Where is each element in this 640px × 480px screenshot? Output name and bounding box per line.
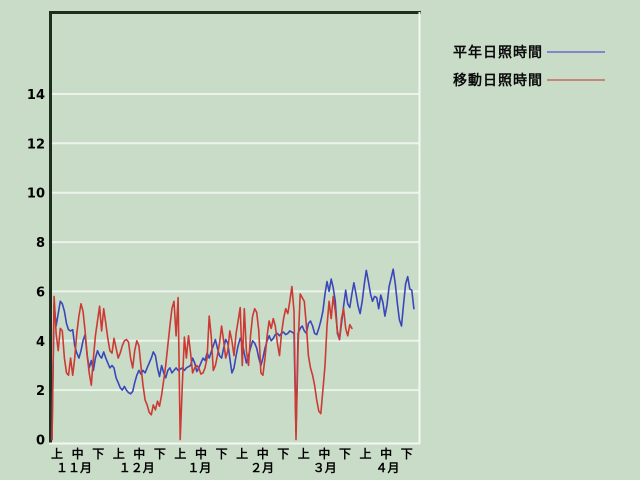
legend-line-normal-sample (547, 50, 605, 53)
x-period-label: 下 (339, 447, 351, 461)
series-line-moving (51, 285, 353, 441)
y-tick-label: 14 (27, 88, 45, 103)
y-tick-label: 0 (36, 434, 45, 449)
y-tick-label: 12 (27, 137, 45, 152)
x-period-label: 上 (359, 446, 371, 461)
legend-item-moving: 移動日照時間 (453, 66, 605, 93)
x-month-label: ４月 (375, 461, 399, 475)
x-period-label: 下 (154, 447, 166, 461)
x-period-label: 下 (92, 447, 104, 461)
series-line-normal (51, 268, 415, 441)
y-tick-label: 8 (36, 236, 45, 251)
legend-label-moving: 移動日照時間 (453, 72, 543, 89)
y-tick-label: 2 (36, 384, 45, 399)
x-period-label: 中 (72, 446, 84, 461)
x-period-label: 上 (113, 446, 125, 461)
x-period-label: 中 (133, 446, 145, 461)
x-month-label: １２月 (119, 461, 155, 475)
x-period-label: 下 (277, 447, 289, 461)
y-tick-label: 10 (27, 187, 45, 202)
x-period-label: 下 (401, 447, 413, 461)
x-period-label: 下 (216, 447, 228, 461)
legend-label-normal: 平年日照時間 (453, 44, 543, 61)
legend-item-normal: 平年日照時間 (453, 38, 605, 65)
x-period-label: 上 (51, 446, 63, 461)
x-period-label: 上 (174, 446, 186, 461)
x-period-label: 中 (380, 446, 392, 461)
x-month-label: ３月 (313, 461, 337, 475)
legend-line-moving-sample (547, 78, 605, 81)
x-period-label: 中 (195, 446, 207, 461)
legend: 平年日照時間 移動日照時間 (453, 38, 605, 93)
x-month-label: ２月 (250, 461, 274, 475)
y-tick-label: 4 (36, 335, 45, 350)
x-period-label: 中 (257, 446, 269, 461)
x-period-label: 中 (318, 446, 330, 461)
y-tick-label: 6 (36, 285, 45, 300)
x-period-label: 上 (236, 446, 248, 461)
x-period-label: 上 (298, 446, 310, 461)
x-month-label: １１月 (56, 461, 92, 475)
x-month-label: １月 (187, 461, 211, 475)
